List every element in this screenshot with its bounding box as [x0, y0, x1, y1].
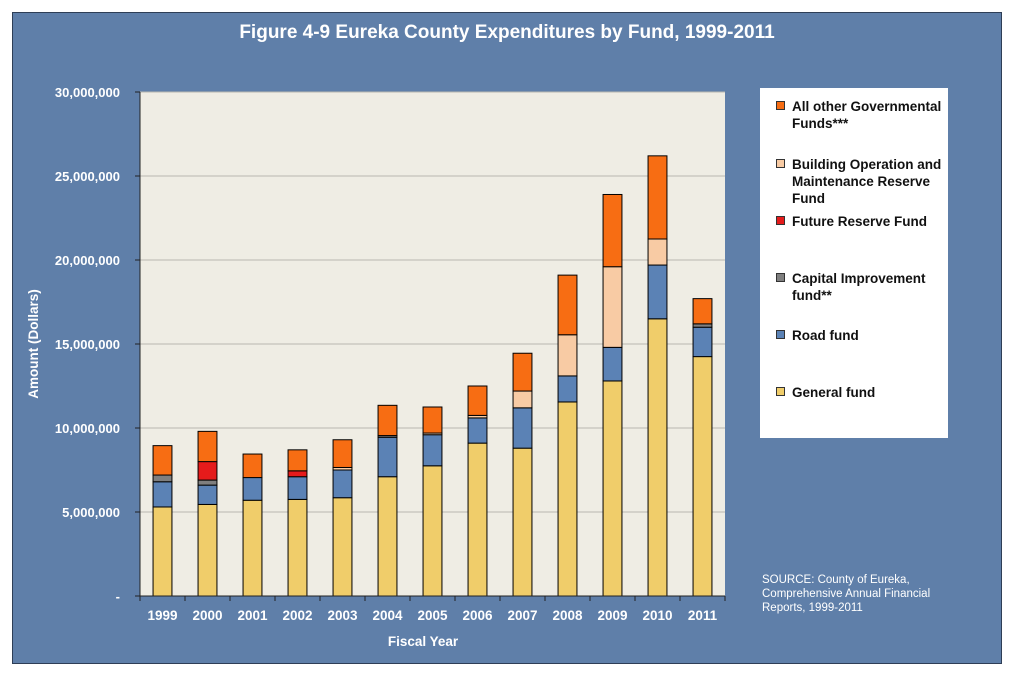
legend-item-all-other: All other Governmental Funds***: [776, 98, 944, 156]
x-tick-label-2006: 2006: [462, 608, 493, 623]
legend-swatch-all-other: [776, 101, 785, 110]
bar-2003-all-other: [332, 439, 353, 468]
legend-label-future: Future Reserve Fund: [792, 214, 928, 229]
bar-2000-capital: [197, 479, 218, 486]
bar-2005-road: [422, 434, 443, 467]
bar-2009-building: [602, 266, 623, 348]
bar-1999-road: [152, 481, 173, 508]
y-axis-label: Amount (Dollars): [26, 289, 41, 399]
bar-2009-general: [602, 380, 623, 597]
bar-2002-future: [287, 470, 308, 478]
legend-swatch-road: [776, 330, 785, 339]
bar-2011-all-other: [692, 298, 713, 325]
chart-title: Figure 4-9 Eureka County Expenditures by…: [239, 22, 775, 43]
bar-2001-all-other: [242, 453, 263, 479]
bar-2008-general: [557, 401, 578, 597]
bar-2004-general: [377, 476, 398, 597]
bar-2001-road: [242, 477, 263, 501]
legend-item-general: General fund: [776, 384, 944, 424]
legend: All other Governmental Funds*** Building…: [760, 88, 948, 438]
x-tick-label-2010: 2010: [642, 608, 672, 623]
bar-2002-general: [287, 498, 308, 597]
bar-2000-general: [197, 503, 218, 597]
legend-label-building: Building Operation and Maintenance Reser…: [792, 157, 942, 206]
bar-2008-road: [557, 375, 578, 403]
bar-2009-all-other: [602, 193, 623, 268]
x-tick-label-2011: 2011: [688, 608, 718, 623]
bar-2010-general: [647, 318, 668, 597]
y-tick-label-2: 10,000,000: [55, 421, 120, 436]
bar-2004-all-other: [377, 404, 398, 437]
legend-swatch-future: [776, 216, 785, 225]
x-tick-label-2000: 2000: [192, 608, 222, 623]
legend-swatch-capital: [776, 273, 785, 282]
bar-2000-future: [197, 461, 218, 481]
bar-2005-general: [422, 465, 443, 597]
bar-2006-general: [467, 442, 488, 597]
y-tick-label-0: -: [116, 589, 120, 604]
x-tick-label-2005: 2005: [417, 608, 448, 623]
x-tick-label-1999: 1999: [147, 608, 177, 623]
y-tick-label-3: 15,000,000: [55, 337, 120, 352]
bar-2007-building: [512, 390, 533, 409]
bar-2003-general: [332, 497, 353, 597]
bar-2008-building: [557, 334, 578, 377]
bar-2007-road: [512, 407, 533, 449]
bar-2008-all-other: [557, 274, 578, 336]
y-tick-label-4: 20,000,000: [55, 253, 120, 268]
bar-1999-all-other: [152, 445, 173, 476]
legend-label-all-other: All other Governmental Funds***: [792, 99, 942, 131]
x-tick-label-2001: 2001: [237, 608, 268, 623]
y-tick-label-5: 25,000,000: [55, 169, 120, 184]
legend-item-capital: Capital Improvement fund**: [776, 270, 944, 327]
bar-2007-all-other: [512, 352, 533, 392]
bar-1999-general: [152, 506, 173, 597]
grid-lines: [140, 91, 725, 513]
bar-2003-road: [332, 469, 353, 499]
y-tick-labels: - 5,000,000 10,000,000 15,000,000 20,000,000…: [55, 85, 120, 604]
bar-2011-road: [692, 326, 713, 358]
axes: [135, 91, 726, 601]
bar-2006-all-other: [467, 385, 488, 416]
bar-2010-building: [647, 238, 668, 266]
x-tick-label-2004: 2004: [372, 608, 403, 623]
x-tick-label-2007: 2007: [507, 608, 537, 623]
bar-1999-capital: [152, 474, 173, 483]
x-tick-label-2003: 2003: [327, 608, 358, 623]
y-tick-label-1: 5,000,000: [62, 505, 120, 520]
bar-2002-road: [287, 476, 308, 500]
legend-label-road: Road fund: [792, 328, 859, 343]
x-tick-label-2008: 2008: [552, 608, 583, 623]
bar-2009-road: [602, 346, 623, 382]
bar-2002-all-other: [287, 449, 308, 472]
bar-2010-road: [647, 264, 668, 320]
source-note: SOURCE: County of Eureka, Comprehensive …: [762, 574, 931, 614]
x-tick-label-2002: 2002: [282, 608, 312, 623]
x-axis-label: Fiscal Year: [388, 634, 459, 649]
legend-item-future: Future Reserve Fund: [776, 213, 944, 270]
legend-label-general: General fund: [792, 385, 876, 400]
x-tick-label-2009: 2009: [597, 608, 627, 623]
legend-label-capital: Capital Improvement fund**: [792, 271, 926, 303]
bars: [152, 155, 713, 597]
legend-swatch-building: [776, 159, 785, 168]
legend-item-road: Road fund: [776, 327, 944, 384]
bar-2007-general: [512, 447, 533, 597]
y-tick-label-6: 30,000,000: [55, 85, 120, 100]
legend-item-building: Building Operation and Maintenance Reser…: [776, 156, 944, 213]
bar-2011-general: [692, 356, 713, 597]
bar-2005-all-other: [422, 406, 443, 434]
bar-2001-general: [242, 499, 263, 597]
bar-2011-capital: [692, 323, 713, 328]
legend-swatch-general: [776, 387, 785, 396]
bar-2004-road: [377, 436, 398, 478]
x-tick-labels: 1999 2000 2001 2002 2003 2004 2005 2006 2007 2008…: [147, 608, 717, 623]
bar-2000-road: [197, 484, 218, 505]
bar-2010-all-other: [647, 155, 668, 240]
bar-2000-all-other: [197, 430, 218, 463]
bar-2006-road: [467, 417, 488, 444]
